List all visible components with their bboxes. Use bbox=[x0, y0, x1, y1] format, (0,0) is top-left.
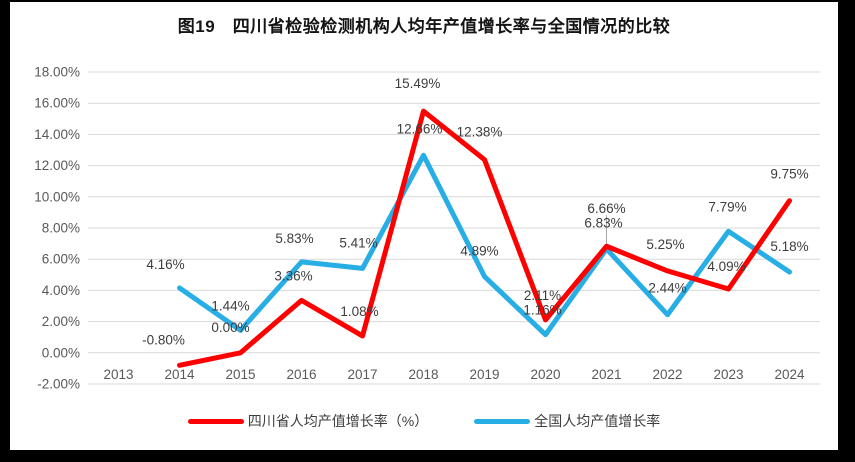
x-axis-year-label: 2017 bbox=[347, 367, 377, 382]
data-label: 1.44% bbox=[211, 298, 249, 313]
series-line-national bbox=[177, 152, 792, 338]
data-label: 4.16% bbox=[146, 257, 184, 272]
data-label: 2.44% bbox=[648, 281, 686, 296]
y-axis-tick-label: 4.00% bbox=[42, 283, 80, 298]
y-axis-tick-label: 16.00% bbox=[34, 96, 80, 111]
data-label: 5.41% bbox=[339, 235, 377, 250]
x-axis-year-label: 2013 bbox=[103, 367, 133, 382]
y-axis-tick-label: 2.00% bbox=[42, 314, 80, 329]
data-label: 4.89% bbox=[460, 244, 498, 259]
legend-red-line-sample bbox=[187, 418, 244, 424]
legend-item-sichuan: 四川省人均产值增长率（%） bbox=[187, 411, 429, 431]
data-label: 1.16% bbox=[523, 303, 561, 318]
legend-label-sichuan: 四川省人均产值增长率（%） bbox=[247, 413, 429, 429]
y-axis-tick-label: 6.00% bbox=[42, 252, 80, 267]
y-axis-tick-label: 0.00% bbox=[42, 345, 80, 360]
legend-item-national: 全国人均产值增长率 bbox=[474, 411, 660, 431]
data-label: 12.66% bbox=[397, 121, 443, 136]
x-axis-year-label: 2020 bbox=[530, 367, 560, 382]
document-page: 图19 四川省检验检测机构人均年产值增长率与全国情况的比较 18.00% 16.0… bbox=[10, 2, 838, 450]
data-label: 6.83% bbox=[584, 215, 622, 230]
data-label: 6.66% bbox=[587, 201, 625, 216]
legend-label-national: 全国人均产值增长率 bbox=[534, 413, 661, 429]
x-axis-year-label: 2016 bbox=[286, 367, 316, 382]
chart-legend: 四川省人均产值增长率（%） 全国人均产值增长率 bbox=[10, 411, 838, 431]
x-axis-year-label: 2014 bbox=[164, 367, 195, 382]
data-label: 5.25% bbox=[646, 237, 684, 252]
data-label: 15.49% bbox=[395, 76, 441, 91]
x-axis-year-label: 2018 bbox=[408, 367, 438, 382]
line-chart-plot-area: 18.00% 16.00% 14.00% 12.00% 10.00% 8.00% 6.00%… bbox=[34, 65, 820, 392]
x-axis-year-label: 2022 bbox=[652, 367, 682, 382]
x-axis-year-label: 2023 bbox=[713, 367, 743, 382]
y-axis-tick-label: 14.00% bbox=[34, 127, 80, 142]
data-label: 5.83% bbox=[275, 231, 313, 246]
x-axis-year-label: 2021 bbox=[591, 367, 621, 382]
data-label: 1.08% bbox=[340, 304, 378, 319]
x-axis-year-label: 2015 bbox=[225, 367, 255, 382]
x-axis-year-label: 2019 bbox=[469, 367, 499, 382]
chart-title: 图19 四川省检验检测机构人均年产值增长率与全国情况的比较 bbox=[177, 16, 671, 36]
data-label: 7.79% bbox=[708, 199, 746, 214]
y-axis-tick-label: -2.00% bbox=[37, 377, 80, 392]
data-label: 0.00% bbox=[211, 320, 249, 335]
legend-blue-line-sample bbox=[474, 418, 531, 424]
y-axis-tick-label: 18.00% bbox=[34, 65, 80, 80]
y-axis-tick-label: 10.00% bbox=[34, 189, 80, 204]
data-label: 9.75% bbox=[770, 167, 808, 182]
data-label: -0.80% bbox=[142, 332, 185, 347]
data-label: 2.11% bbox=[524, 288, 561, 303]
y-axis-tick-label: 8.00% bbox=[42, 221, 80, 236]
series-line-sichuan bbox=[177, 108, 792, 368]
data-label: 3.36% bbox=[274, 268, 312, 283]
y-axis-tick-label: 12.00% bbox=[34, 158, 80, 173]
data-label: 5.18% bbox=[770, 239, 808, 254]
data-label: 4.09% bbox=[707, 259, 745, 274]
x-axis-year-label: 2024 bbox=[774, 367, 805, 382]
data-label: 12.38% bbox=[457, 125, 503, 140]
